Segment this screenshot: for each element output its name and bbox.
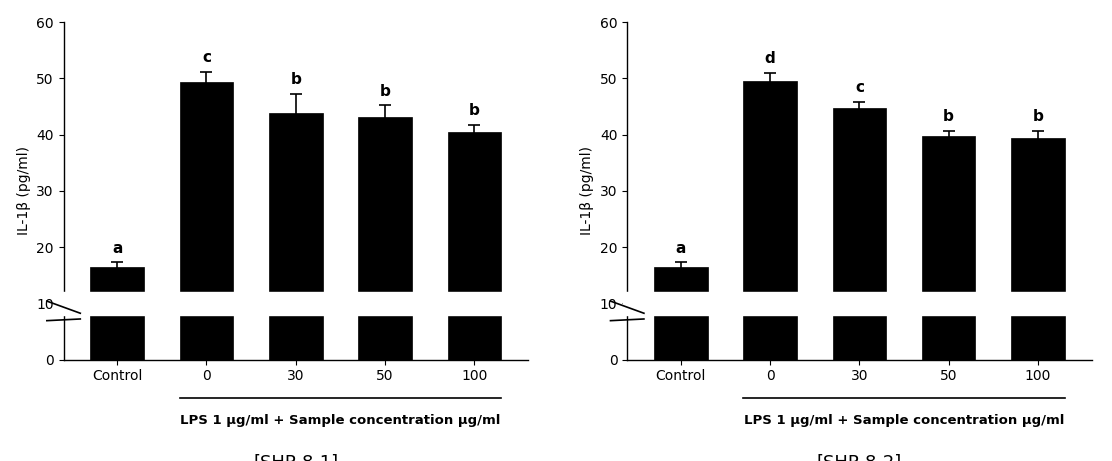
Text: d: d	[765, 51, 775, 66]
Bar	[833, 108, 886, 360]
Bar	[922, 136, 975, 360]
Bar	[447, 132, 502, 360]
Text: b: b	[1033, 109, 1043, 124]
Text: LPS 1 μg/ml + Sample concentration μg/ml: LPS 1 μg/ml + Sample concentration μg/ml	[180, 414, 500, 426]
Text: b: b	[290, 72, 301, 87]
Y-axis label: IL-1β (pg/ml): IL-1β (pg/ml)	[17, 147, 31, 236]
Bar	[269, 113, 322, 360]
Bar	[623, 292, 1096, 314]
Text: b: b	[469, 103, 479, 118]
Text: a: a	[676, 241, 686, 255]
Bar	[180, 83, 234, 360]
Text: LPS 1 μg/ml + Sample concentration μg/ml: LPS 1 μg/ml + Sample concentration μg/ml	[744, 414, 1064, 426]
Text: c: c	[855, 80, 864, 95]
Bar	[358, 117, 411, 360]
Bar	[654, 267, 707, 360]
Text: b: b	[379, 83, 390, 99]
Bar	[743, 81, 797, 360]
Text: [SHP-8-1]: [SHP-8-1]	[254, 454, 338, 461]
Text: a: a	[112, 241, 122, 255]
Bar	[59, 292, 533, 314]
Bar	[1011, 138, 1065, 360]
Text: [SHP-8-2]: [SHP-8-2]	[816, 454, 902, 461]
Bar	[90, 267, 143, 360]
Text: b: b	[943, 109, 954, 124]
Y-axis label: IL-1β (pg/ml): IL-1β (pg/ml)	[580, 147, 594, 236]
Text: c: c	[202, 50, 211, 65]
